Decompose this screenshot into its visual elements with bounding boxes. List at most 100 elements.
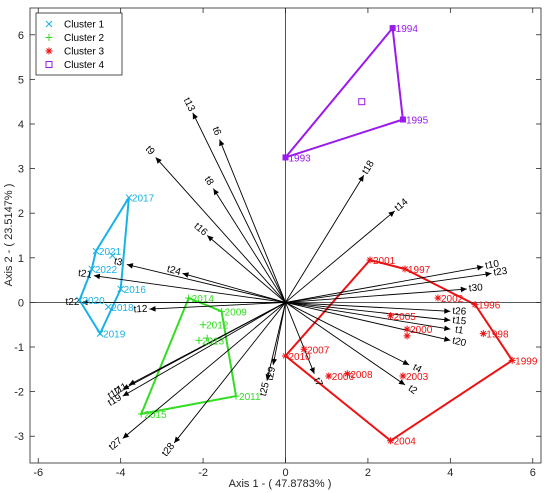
x-tick-label: -4 <box>116 467 126 479</box>
point-marker <box>366 256 374 264</box>
point-marker <box>282 154 289 161</box>
point-label: 2008 <box>350 370 373 381</box>
vector-line <box>213 188 286 303</box>
y-tick-label: 2 <box>18 208 24 220</box>
y-tick-label: -1 <box>14 342 24 354</box>
legend-marker <box>45 47 53 55</box>
y-tick-label: 5 <box>18 74 24 86</box>
y-tick-label: 3 <box>18 164 24 176</box>
point-marker <box>199 321 207 329</box>
vector-line <box>206 235 286 303</box>
point-marker <box>401 265 409 273</box>
vector-line <box>285 302 406 386</box>
vector-line <box>182 272 286 303</box>
y-axis-label: Axis 2 - ( 23.5147% ) <box>3 184 15 287</box>
x-tick-label: -6 <box>33 467 43 479</box>
vector-arrowhead <box>155 157 162 164</box>
vector-line <box>285 301 451 330</box>
point-label: 2004 <box>394 437 417 448</box>
legend-marker <box>45 20 53 28</box>
vector-line <box>149 301 286 310</box>
point-label: 2020 <box>82 296 105 307</box>
vector-arrowhead <box>93 273 101 280</box>
legend-marker <box>45 34 53 41</box>
vector-arrowhead <box>213 188 219 196</box>
point-label: 2019 <box>103 330 126 341</box>
vector-line <box>285 301 451 312</box>
vector-arrowhead <box>271 358 278 365</box>
point-marker <box>403 325 411 333</box>
point-label: 2001 <box>373 256 396 267</box>
vector-line <box>192 112 286 303</box>
point-label: 1999 <box>515 356 538 367</box>
vector-arrowhead <box>398 379 406 385</box>
y-tick-label: -3 <box>14 431 24 443</box>
vector-arrowhead <box>182 272 190 278</box>
y-tick-label: 0 <box>18 297 24 309</box>
vector-line <box>285 272 492 303</box>
vector-label: t29 <box>265 365 279 381</box>
point-marker <box>508 356 516 364</box>
y-tick-label: -2 <box>14 387 24 399</box>
vector-line <box>285 288 467 303</box>
x-tick-label: -2 <box>198 467 208 479</box>
point-label: 2016 <box>124 285 147 296</box>
vector-arrowhead <box>149 306 156 312</box>
point-label: 2017 <box>132 194 155 205</box>
vector-label: t30 <box>468 282 483 294</box>
point-marker <box>343 370 351 378</box>
x-tick-label: 6 <box>530 467 536 479</box>
vector-label: t20 <box>451 335 467 349</box>
point-label: 2003 <box>406 372 429 383</box>
point-marker <box>117 285 125 293</box>
y-tick-label: 6 <box>18 30 24 42</box>
vector-label: t1 <box>454 325 464 337</box>
point-label: 2007 <box>307 345 330 356</box>
point-marker <box>92 247 100 255</box>
point-marker <box>471 301 479 309</box>
point-marker <box>325 372 333 380</box>
vector-label: t26 <box>452 306 467 318</box>
vector-line <box>285 302 410 366</box>
point-label: 2012 <box>206 321 229 332</box>
point-label: 2015 <box>144 410 167 421</box>
point-label: 1995 <box>406 116 429 127</box>
point-marker <box>387 437 395 445</box>
vector-arrowhead <box>126 263 134 269</box>
centroid-marker <box>203 334 211 342</box>
vector-line <box>122 302 286 397</box>
vector-arrowhead <box>358 175 364 182</box>
point-marker <box>218 307 226 315</box>
vector-arrowhead <box>388 210 395 217</box>
vector-line <box>285 301 451 341</box>
point-label: 2009 <box>225 307 248 318</box>
vector-line <box>272 302 286 365</box>
x-axis-label: Axis 1 - ( 47.8783% ) <box>229 478 332 490</box>
vector-label: t23 <box>493 266 509 279</box>
vector-arrowhead <box>443 325 451 331</box>
vector-line <box>266 302 286 381</box>
legend-entry: Cluster 3 <box>64 47 104 58</box>
vector-label: t15 <box>452 315 467 327</box>
vector-line <box>173 302 286 444</box>
vector-line <box>285 266 484 303</box>
vector-line <box>285 175 365 303</box>
cluster-hull <box>282 25 404 160</box>
vector-line <box>285 301 451 321</box>
vector-arrowhead <box>443 336 451 342</box>
point-marker <box>399 116 406 123</box>
centroid-marker <box>358 98 366 106</box>
point-marker <box>282 352 289 360</box>
point-label: 2018 <box>111 303 134 314</box>
point-marker <box>96 330 104 337</box>
vector-arrowhead <box>309 367 315 374</box>
point-label: 2010 <box>289 352 312 363</box>
vector-arrowhead <box>122 384 130 390</box>
vector-line <box>155 157 286 303</box>
point-label: 2022 <box>95 265 118 276</box>
point-label: 1994 <box>396 24 419 35</box>
legend-entry: Cluster 4 <box>64 60 104 71</box>
point-label: 2006 <box>332 372 355 383</box>
